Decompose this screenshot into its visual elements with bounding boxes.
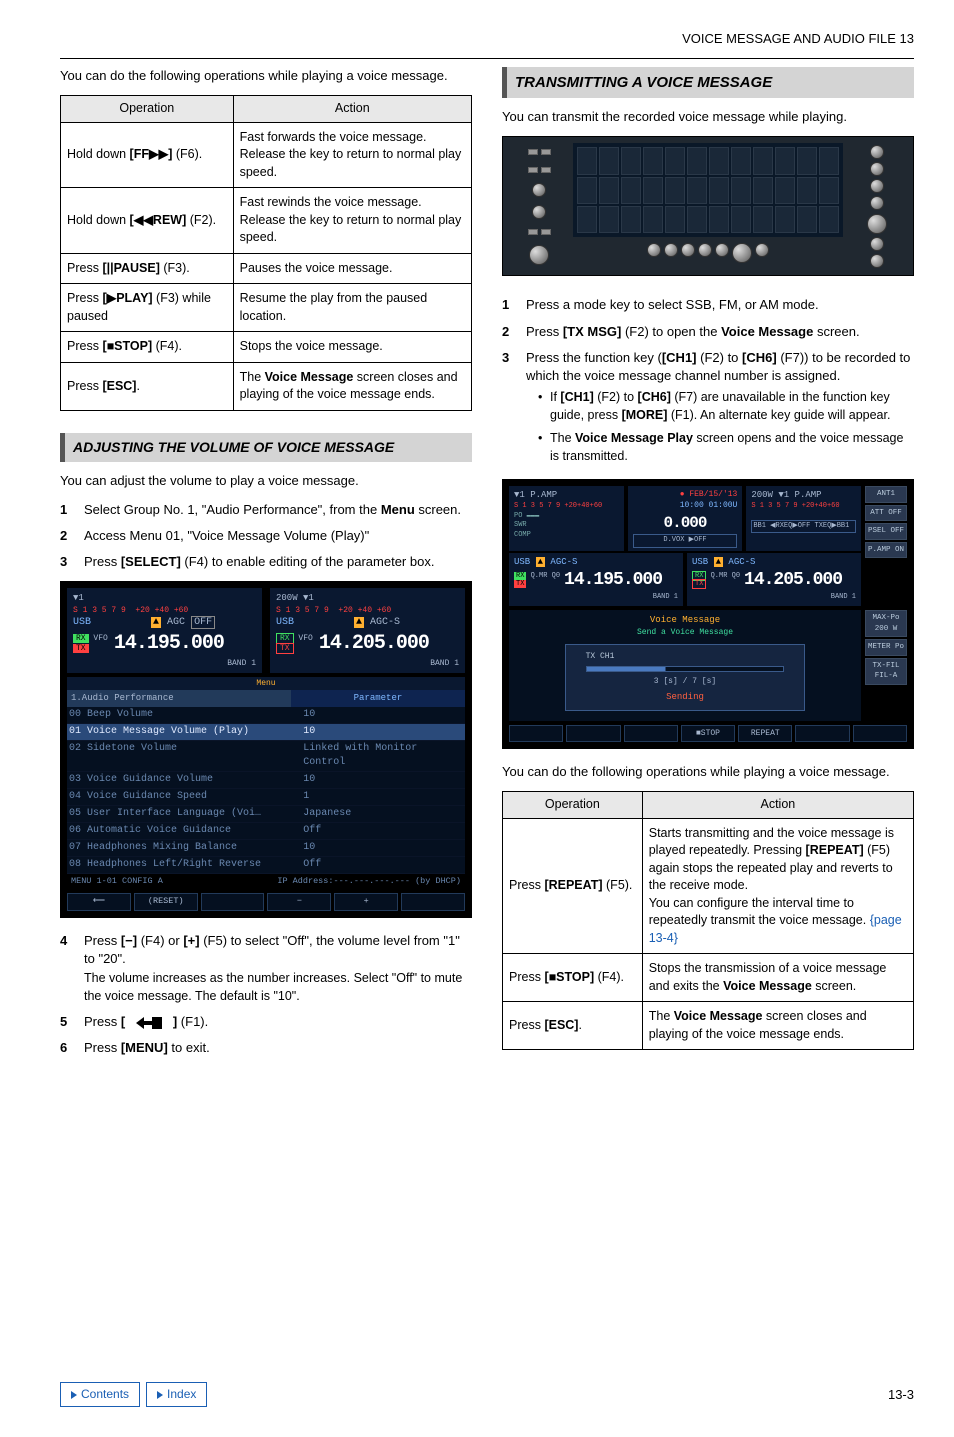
tx-ops-intro: You can do the following operations whil… bbox=[502, 763, 914, 781]
intro-text: You can do the following operations whil… bbox=[60, 67, 472, 85]
volume-intro: You can adjust the volume to play a voic… bbox=[60, 472, 472, 490]
table-row: Press [■STOP] (F4).Stops the voice messa… bbox=[61, 332, 472, 363]
playback-ops-table: Operation Action Hold down [FF▶▶] (F6).F… bbox=[60, 95, 472, 411]
section-heading-transmit: TRANSMITTING A VOICE MESSAGE bbox=[502, 67, 914, 98]
section-heading-volume: ADJUSTING THE VOLUME OF VOICE MESSAGE bbox=[60, 433, 472, 463]
transmit-intro: You can transmit the recorded voice mess… bbox=[502, 108, 914, 126]
radio-hardware-image bbox=[502, 136, 914, 276]
page-header: VOICE MESSAGE AND AUDIO FILE 13 bbox=[60, 30, 914, 48]
table-row: Press [REPEAT] (F5).Starts transmitting … bbox=[503, 818, 914, 954]
left-column: You can do the following operations whil… bbox=[60, 67, 472, 1072]
menu-screenshot: ▼1 S 1 3 5 7 9 +20 +40 +60 USB ▲ AGC OFF… bbox=[60, 581, 472, 918]
play-icon bbox=[71, 1391, 77, 1399]
footer-nav: Contents Index 13-3 bbox=[60, 1372, 914, 1407]
th-operation: Operation bbox=[503, 792, 643, 819]
table-row: Hold down [FF▶▶] (F6).Fast forwards the … bbox=[61, 122, 472, 188]
right-column: TRANSMITTING A VOICE MESSAGE You can tra… bbox=[502, 67, 914, 1072]
th-operation: Operation bbox=[61, 96, 234, 123]
play-icon bbox=[157, 1391, 163, 1399]
page-number: 13-3 bbox=[888, 1386, 914, 1404]
volume-steps-1: 1Select Group No. 1, "Audio Performance"… bbox=[60, 501, 472, 572]
table-row: Hold down [◀◀REW] (F2).Fast rewinds the … bbox=[61, 188, 472, 254]
index-button[interactable]: Index bbox=[146, 1382, 207, 1407]
transmit-steps: 1Press a mode key to select SSB, FM, or … bbox=[502, 296, 914, 471]
volume-steps-2: 4Press [−] (F4) or [+] (F5) to select "O… bbox=[60, 932, 472, 1058]
th-action: Action bbox=[233, 96, 471, 123]
table-row: Press [||PAUSE] (F3).Pauses the voice me… bbox=[61, 253, 472, 284]
tx-ops-table: Operation Action Press [REPEAT] (F5).Sta… bbox=[502, 791, 914, 1050]
table-row: Press [■STOP] (F4).Stops the transmissio… bbox=[503, 954, 914, 1002]
table-row: Press [ESC].The Voice Message screen clo… bbox=[503, 1002, 914, 1050]
th-action: Action bbox=[642, 792, 913, 819]
tx-screenshot: ▼1 P.AMP S 1 3 5 7 9 +20+40+60 PO ▬▬▬SWR… bbox=[502, 479, 914, 749]
header-rule bbox=[60, 58, 914, 59]
table-row: Press [▶PLAY] (F3) while pausedResume th… bbox=[61, 284, 472, 332]
table-row: Press [ESC].The Voice Message screen clo… bbox=[61, 362, 472, 410]
contents-button[interactable]: Contents bbox=[60, 1382, 140, 1407]
